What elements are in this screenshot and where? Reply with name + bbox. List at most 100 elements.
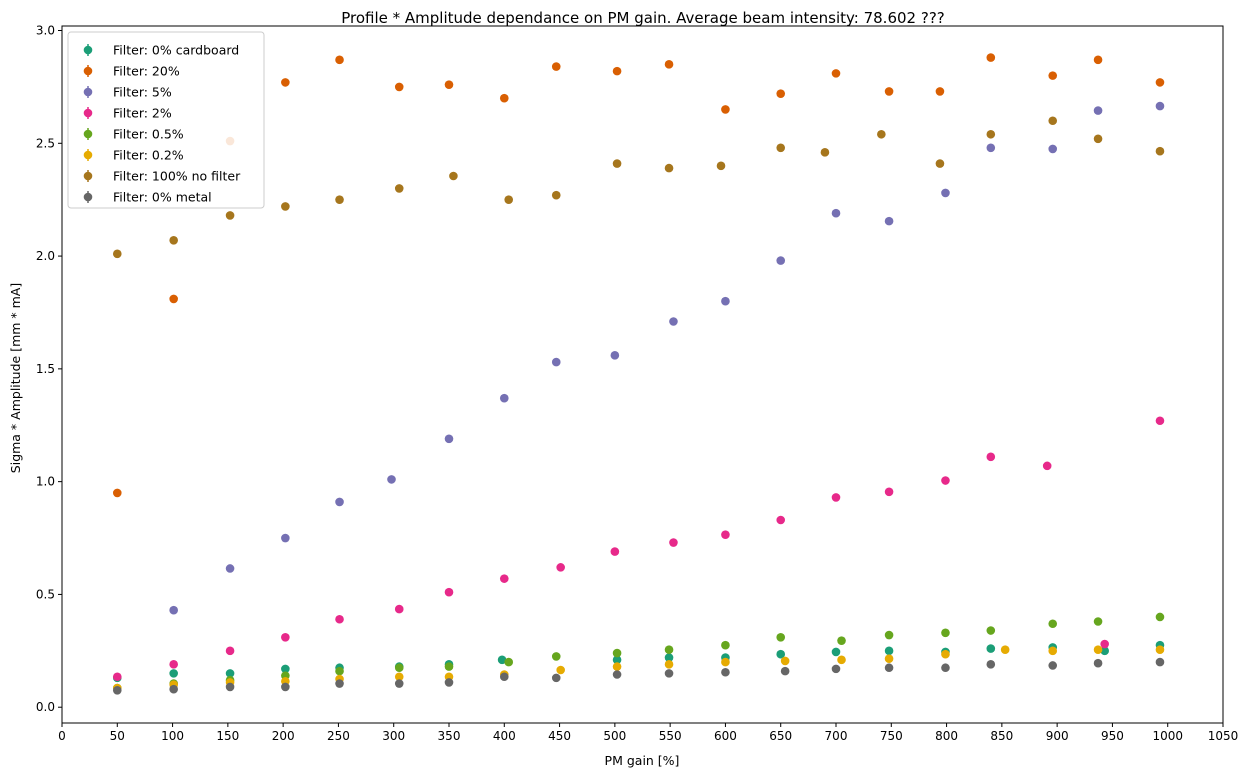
data-point [497, 655, 507, 665]
data-point [1093, 617, 1103, 626]
data-point [169, 684, 178, 694]
legend-label: Filter: 0.5% [113, 127, 184, 142]
legend-box [67, 31, 265, 209]
data-point [112, 685, 122, 695]
y-tick-label: 0.0 [36, 700, 55, 714]
y-tick-label: 0.5 [36, 587, 55, 601]
x-tick-label: 350 [438, 729, 461, 743]
data-point [444, 662, 454, 671]
legend-marker [83, 45, 93, 55]
data-point [612, 159, 622, 168]
data-point [776, 256, 786, 265]
data-point [664, 653, 674, 662]
data-point [499, 93, 509, 103]
data-point [780, 656, 790, 666]
data-point [721, 105, 730, 114]
data-point [716, 161, 726, 171]
series-3 [169, 101, 1165, 615]
data-point [1048, 661, 1058, 670]
data-point [281, 533, 290, 543]
x-tick-label: 1050 [1208, 729, 1239, 743]
data-point [941, 476, 950, 485]
y-tick-label: 2.0 [36, 249, 55, 263]
data-point [820, 148, 830, 157]
legend-item: Filter: 2% [83, 106, 172, 121]
data-point [1093, 645, 1103, 654]
data-point [1093, 106, 1103, 115]
y-axis-label: Sigma * Amplitude [mm * mA] [8, 283, 23, 473]
x-tick-label: 150 [216, 729, 239, 743]
data-point [776, 143, 786, 153]
data-point [935, 87, 945, 96]
x-tick-label: 50 [110, 729, 125, 743]
data-point [721, 667, 730, 677]
data-point [935, 159, 945, 168]
data-point [664, 669, 674, 678]
data-point [394, 82, 404, 92]
legend-label: Filter: 0% cardboard [113, 43, 239, 58]
legend-item: Filter: 0% metal [83, 190, 212, 205]
data-point [884, 630, 894, 640]
data-point [941, 628, 950, 638]
chart-title: Profile * Amplitude dependance on PM gai… [341, 9, 945, 27]
x-tick-label: 400 [493, 729, 516, 743]
x-tick-label: 200 [272, 729, 295, 743]
data-point [335, 55, 344, 65]
data-point [444, 587, 454, 597]
x-tick-label: 100 [161, 729, 184, 743]
data-point [225, 564, 235, 573]
data-point [612, 670, 622, 679]
legend-label: Filter: 0.2% [113, 148, 184, 163]
data-point [837, 636, 846, 645]
legend-label: Filter: 100% no filter [113, 169, 241, 184]
legend-marker [83, 129, 93, 139]
x-tick-label: 600 [714, 729, 737, 743]
legend-item: Filter: 0.2% [83, 148, 184, 163]
data-point [884, 487, 894, 497]
legend-marker [83, 192, 93, 202]
data-point [877, 129, 886, 139]
series-4 [112, 416, 1165, 682]
data-point [394, 184, 404, 193]
legend-label: Filter: 20% [113, 64, 180, 79]
legend-marker [83, 150, 93, 160]
data-point [1155, 645, 1165, 654]
data-point [394, 604, 404, 614]
data-point [986, 452, 996, 462]
data-point [884, 663, 894, 673]
data-point [884, 216, 894, 226]
data-point [986, 143, 996, 153]
data-point [1042, 461, 1052, 471]
data-point [551, 62, 561, 71]
data-point [986, 53, 996, 62]
legend: Filter: 0% cardboard Filter: 20% Filter: 5… [67, 31, 265, 209]
legend-label: Filter: 5% [113, 85, 172, 100]
data-point [941, 663, 950, 673]
data-point [281, 664, 290, 674]
data-point [449, 171, 458, 181]
legend-marker [83, 87, 93, 97]
x-tick-label: 800 [935, 729, 958, 743]
data-point [335, 195, 344, 204]
data-point [664, 645, 674, 654]
data-point [721, 640, 730, 650]
data-point [884, 646, 894, 656]
data-point [1093, 55, 1103, 65]
data-point [1155, 78, 1165, 87]
data-point [776, 89, 786, 98]
x-tick-label: 500 [603, 729, 626, 743]
data-point [831, 208, 841, 218]
data-point [831, 647, 841, 657]
data-point [281, 632, 290, 642]
y-tick-label: 1.0 [36, 475, 55, 489]
data-point [780, 666, 790, 676]
data-point [610, 351, 620, 360]
data-point [1048, 619, 1058, 629]
data-point [1048, 116, 1058, 126]
data-point [112, 249, 122, 259]
y-tick-label: 2.5 [36, 136, 55, 150]
y-tick-label: 1.5 [36, 362, 55, 376]
data-point [1093, 134, 1103, 144]
series-8 [112, 657, 1165, 695]
data-point [169, 669, 178, 678]
